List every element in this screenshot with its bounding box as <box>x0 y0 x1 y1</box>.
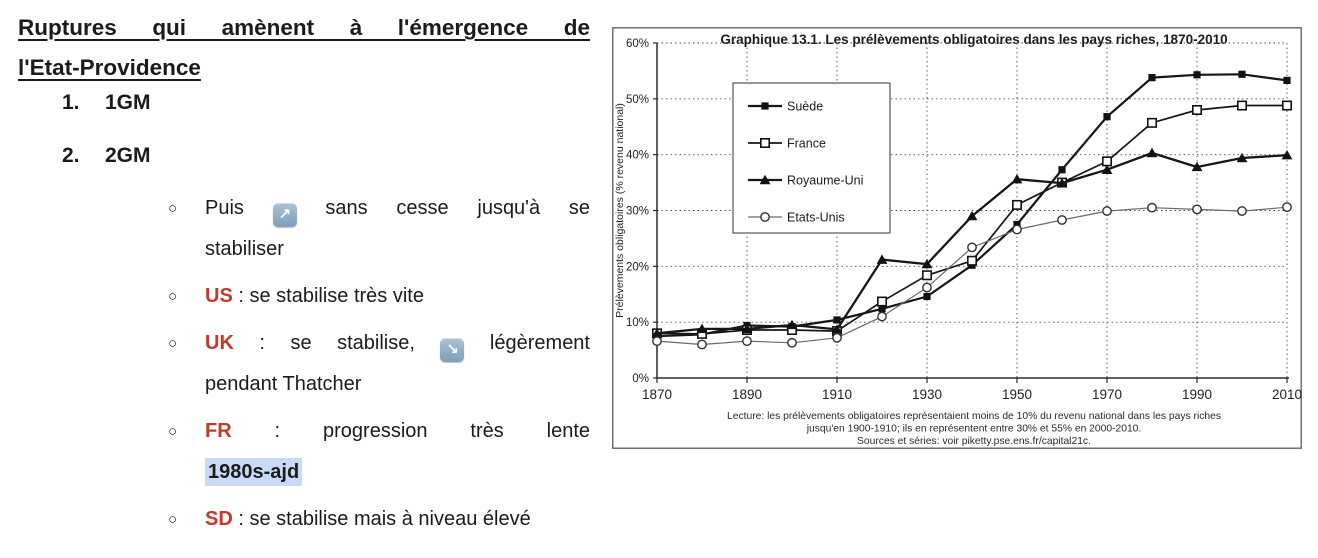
country-code-label: US <box>205 285 233 307</box>
chart-legend: Suède France Royaume-Uni Etats-Unis <box>732 82 891 234</box>
bullet-item-us: US : se stabilise très vite <box>18 276 590 317</box>
svg-text:France: France <box>787 137 826 151</box>
bullet-text-line: FR : progression très lente <box>205 411 590 452</box>
bullet-item-rise: Puis ↗ sans cesse jusqu'à se stabiliser <box>18 188 590 270</box>
numbered-item-1gm: 1. 1GM <box>62 82 590 124</box>
bullet-text-line: 1980s-ajd <box>205 452 590 493</box>
country-code-label: UK <box>205 332 234 354</box>
svg-text:0%: 0% <box>632 373 649 385</box>
list-number: 1. <box>62 91 80 114</box>
bullet-text: stabiliser <box>205 238 284 260</box>
svg-text:1930: 1930 <box>912 387 942 402</box>
bullet-text: : se stabilise, <box>233 332 441 354</box>
svg-text:1990: 1990 <box>1182 387 1212 402</box>
svg-text:Sources et séries: voir pikett: Sources et séries: voir piketty.pse.ens.… <box>857 436 1091 447</box>
bullet-text: sans cesse jusqu'à se <box>296 197 590 219</box>
page-title-line-1: Ruptures qui amènent à l'émergence de <box>18 15 590 40</box>
chart-series-france <box>651 100 1292 339</box>
page-title-line-2: l'Etat-Providence <box>18 55 201 80</box>
bullet-text-line: Puis ↗ sans cesse jusqu'à se <box>205 188 590 229</box>
chart-title: Graphique 13.1. Les prélèvements obligat… <box>720 32 1227 47</box>
country-code-label: FR <box>205 420 232 442</box>
svg-text:30%: 30% <box>626 206 649 218</box>
bullet-item-fr: FR : progression très lente 1980s-ajd <box>18 411 590 493</box>
svg-text:1890: 1890 <box>732 387 762 402</box>
list-number: 2. <box>62 144 80 167</box>
svg-text:Suède: Suède <box>787 100 823 114</box>
list-label: 2GM <box>105 144 151 167</box>
svg-text:40%: 40% <box>626 150 649 162</box>
bullet-text: pendant Thatcher <box>205 373 362 395</box>
svg-text:Graphique 13.1. Les prélèvemen: Graphique 13.1. Les prélèvements obligat… <box>720 32 1227 47</box>
svg-text:1910: 1910 <box>822 387 852 402</box>
chart-series-etats-unis <box>652 202 1292 350</box>
arrow-up-right-emoji: ↗ <box>272 202 297 227</box>
bullet-text: : progression très lente <box>231 420 590 442</box>
piketty-chart-svg: Graphique 13.1. Les prélèvements obligat… <box>612 27 1302 449</box>
arrow-down-right-emoji: ↘ <box>440 337 465 362</box>
chart-series-royaume-uni <box>651 147 1293 338</box>
svg-text:60%: 60% <box>626 38 649 50</box>
svg-text:1950: 1950 <box>1002 387 1032 402</box>
chart-y-axis-label: Prélèvements obligatoires (% revenu nati… <box>614 103 626 318</box>
svg-text:1870: 1870 <box>642 387 672 402</box>
page-title: Ruptures qui amènent à l'émergence de l'… <box>18 8 590 88</box>
svg-text:10%: 10% <box>626 317 649 329</box>
notes-bullet-list: Puis ↗ sans cesse jusqu'à se stabiliser U… <box>18 188 590 540</box>
piketty-chart-figure: Graphique 13.1. Les prélèvements obligat… <box>612 27 1302 449</box>
notes-column: Ruptures qui amènent à l'émergence de l'… <box>18 8 590 546</box>
bullet-text-line: US : se stabilise très vite <box>205 276 590 317</box>
svg-text:1970: 1970 <box>1092 387 1122 402</box>
svg-text:20%: 20% <box>626 261 649 273</box>
bullet-item-sd: SD : se stabilise mais à niveau élevé <box>18 499 590 540</box>
svg-text:Etats-Unis: Etats-Unis <box>787 211 845 225</box>
chart-border <box>612 27 1302 449</box>
svg-text:Lecture: les prélèvements obli: Lecture: les prélèvements obligatoires r… <box>727 411 1221 422</box>
chart-caption: Lecture: les prélèvements obligatoires r… <box>727 411 1221 447</box>
bullet-text: Puis <box>205 197 273 219</box>
svg-text:Royaume-Uni: Royaume-Uni <box>787 174 863 188</box>
country-code-label: SD <box>205 508 233 530</box>
bullet-text-line: stabiliser <box>205 229 590 270</box>
bullet-text-line: pendant Thatcher <box>205 364 590 405</box>
svg-text:Prélèvements obligatoires (% r: Prélèvements obligatoires (% revenu nati… <box>614 103 626 318</box>
highlighted-text: 1980s-ajd <box>205 458 303 486</box>
bullet-text-line: UK : se stabilise, ↘ légèrement <box>205 323 590 364</box>
bullet-text-line: SD : se stabilise mais à niveau élevé <box>205 499 590 540</box>
bullet-text: : se stabilise mais à niveau élevé <box>232 508 531 530</box>
list-label: 1GM <box>105 91 151 114</box>
chart-axes: 0% 10% 20% 30% 40% 50% 60% 1870 1890 1910 1930 1950… <box>626 38 1302 402</box>
numbered-list: 1. 1GM 2. 2GM <box>18 82 590 177</box>
svg-text:50%: 50% <box>626 94 649 106</box>
bullet-item-uk: UK : se stabilise, ↘ légèrement pendant T… <box>18 323 590 405</box>
svg-text:2010: 2010 <box>1272 387 1302 402</box>
bullet-text: : se stabilise très vite <box>232 285 424 307</box>
numbered-item-2gm: 2. 2GM <box>62 135 590 177</box>
svg-text:jusqu'en 1900-1910; ils en rep: jusqu'en 1900-1910; ils en représentent … <box>806 424 1142 435</box>
bullet-text: légèrement <box>464 332 590 354</box>
